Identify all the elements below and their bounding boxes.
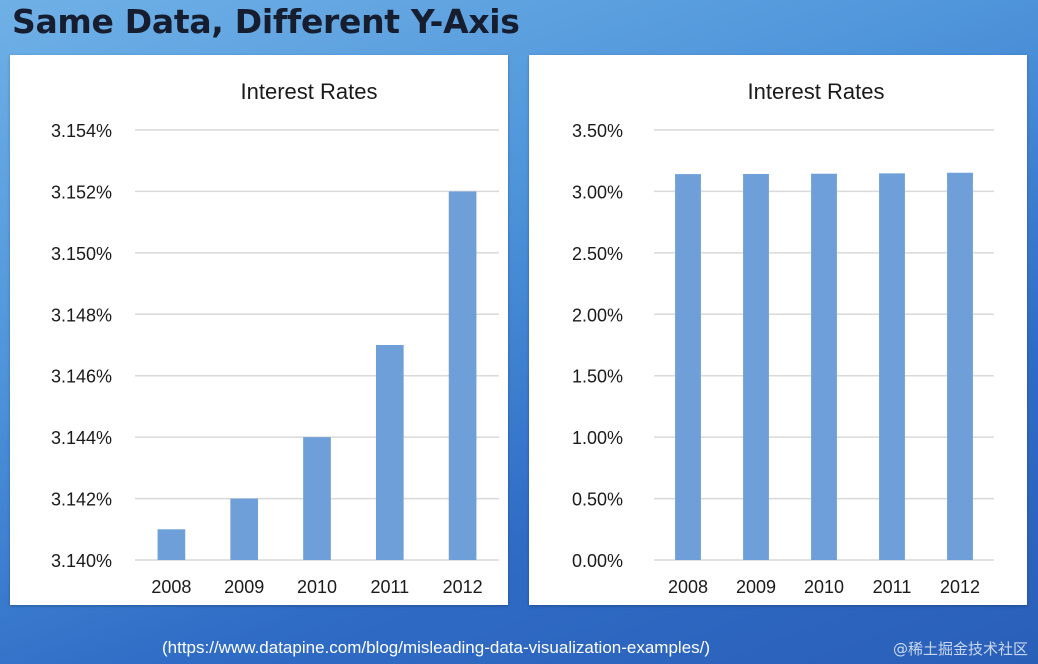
y-tick-label: 1.50% (572, 367, 623, 387)
page-title: Same Data, Different Y-Axis (12, 2, 520, 41)
bar-2009 (743, 173, 769, 560)
x-tick-label: 2008 (668, 577, 708, 597)
y-tick-label: 3.146% (51, 367, 112, 387)
chart-panel-full: Interest Rates 0.00% 0.50% 1.00% 1.50% 2.00% 2… (529, 55, 1027, 605)
chart-title: Interest Rates (748, 79, 885, 104)
x-tick-label: 2012 (443, 577, 483, 597)
y-tick-label: 1.00% (572, 428, 623, 448)
chart-title: Interest Rates (241, 79, 378, 104)
bar-2008 (157, 529, 186, 560)
zoomed-axis-chart: Interest Rates 3.140% 3.142% 3.144% 3.146% 3.… (51, 79, 499, 597)
bar-2011 (375, 345, 404, 560)
x-tick-label: 2010 (804, 577, 844, 597)
source-link[interactable]: (https://www.datapine.com/blog/misleadin… (162, 638, 711, 657)
y-tick-label: 3.50% (572, 121, 623, 141)
x-tick-label: 2010 (297, 577, 337, 597)
y-tick-label: 3.148% (51, 305, 112, 325)
x-tick-label: 2012 (940, 577, 980, 597)
y-tick-label: 3.142% (51, 490, 112, 510)
bar-2012 (448, 191, 477, 560)
x-tick-label: 2011 (370, 577, 409, 597)
bar-2008 (675, 174, 701, 560)
y-tick-label: 3.152% (51, 182, 112, 202)
x-tick-label: 2008 (151, 577, 191, 597)
bar-2010 (811, 173, 837, 560)
bar-2009 (230, 498, 259, 560)
y-tick-label: 3.00% (572, 182, 623, 202)
x-tick-label: 2011 (873, 577, 912, 597)
y-tick-label: 0.50% (572, 490, 623, 510)
x-tick-label: 2009 (224, 577, 264, 597)
chart-panel-zoomed: Interest Rates 3.140% 3.142% 3.144% 3.146% 3.… (10, 55, 508, 605)
full-axis-chart: Interest Rates 0.00% 0.50% 1.00% 1.50% 2.00% 2… (572, 79, 994, 597)
bar-2011 (879, 173, 905, 560)
y-tick-label: 2.00% (572, 305, 623, 325)
y-tick-label: 0.00% (572, 551, 623, 571)
y-tick-label: 3.140% (51, 551, 112, 571)
y-tick-label: 3.144% (51, 428, 112, 448)
bar-2010 (303, 437, 331, 560)
y-tick-label: 3.154% (51, 121, 112, 141)
bar-2012 (947, 172, 973, 561)
y-tick-label: 3.150% (51, 244, 112, 264)
watermark: @稀土掘金技术社区 (892, 640, 1028, 658)
x-tick-label: 2009 (736, 577, 776, 597)
y-tick-label: 2.50% (572, 244, 623, 264)
